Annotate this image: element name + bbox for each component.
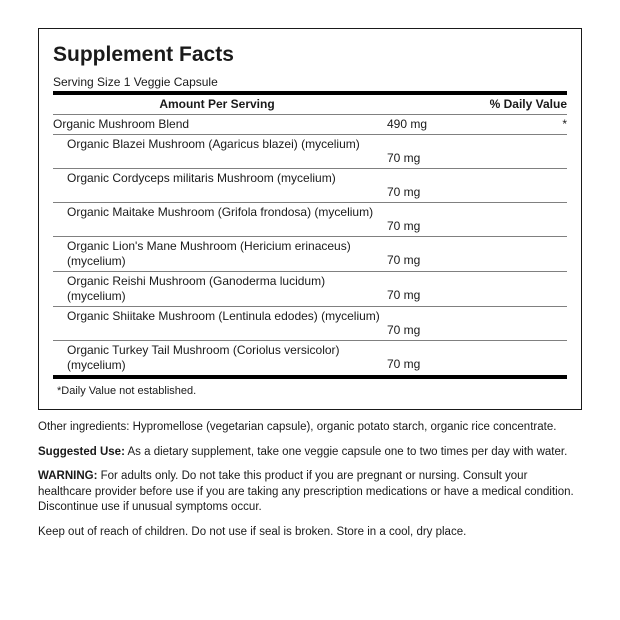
ingredient-amount: 70 mg [387, 239, 477, 269]
warning-label: WARNING: [38, 470, 97, 482]
serving-size: Serving Size 1 Veggie Capsule [53, 75, 567, 89]
ingredient-amount: 70 mg [387, 171, 477, 200]
ingredient-row: Organic Reishi Mushroom (Ganoderma lucid… [53, 272, 567, 306]
ingredient-amount: 70 mg [387, 274, 477, 304]
warning-text: For adults only. Do not take this produc… [38, 470, 574, 513]
ingredient-row: Organic Turkey Tail Mushroom (Coriolus v… [53, 341, 567, 375]
suggested-text: As a dietary supplement, take one veggie… [125, 446, 567, 458]
header-row: Amount Per Serving % Daily Value [53, 95, 567, 114]
ingredient-amount: 70 mg [387, 137, 477, 166]
blend-row: Organic Mushroom Blend 490 mg * [53, 115, 567, 134]
panel-title: Supplement Facts [53, 43, 567, 67]
ingredient-amount: 70 mg [387, 205, 477, 234]
ingredient-list: Organic Blazei Mushroom (Agaricus blazei… [53, 134, 567, 375]
ingredient-name: Organic Cordyceps militaris Mushroom (my… [53, 171, 387, 200]
storage-text: Keep out of reach of children. Do not us… [38, 525, 582, 541]
ingredient-name: Organic Blazei Mushroom (Agaricus blazei… [53, 137, 387, 166]
ingredient-name: Organic Maitake Mushroom (Grifola frondo… [53, 205, 387, 234]
header-dv: % Daily Value [477, 97, 567, 112]
blend-dv: * [477, 117, 567, 132]
other-ingredients: Other ingredients: Hypromellose (vegetar… [38, 420, 582, 540]
ingredient-name: Organic Reishi Mushroom (Ganoderma lucid… [53, 274, 387, 304]
dv-footnote: *Daily Value not established. [53, 379, 567, 399]
ingredient-row: Organic Maitake Mushroom (Grifola frondo… [53, 203, 567, 236]
ingredient-row: Organic Blazei Mushroom (Agaricus blazei… [53, 135, 567, 168]
ingredient-row: Organic Lion's Mane Mushroom (Hericium e… [53, 237, 567, 271]
ingredient-amount: 70 mg [387, 309, 477, 338]
blend-name: Organic Mushroom Blend [53, 117, 387, 132]
ingredient-row: Organic Cordyceps militaris Mushroom (my… [53, 169, 567, 202]
facts-panel: Supplement Facts Serving Size 1 Veggie C… [38, 28, 582, 410]
ingredient-name: Organic Turkey Tail Mushroom (Coriolus v… [53, 343, 387, 373]
blend-amount: 490 mg [387, 117, 477, 132]
ingredient-name: Organic Lion's Mane Mushroom (Hericium e… [53, 239, 387, 269]
ingredient-name: Organic Shiitake Mushroom (Lentinula edo… [53, 309, 387, 338]
suggested-label: Suggested Use: [38, 446, 125, 458]
header-amount: Amount Per Serving [53, 97, 387, 112]
other-text: Other ingredients: Hypromellose (vegetar… [38, 421, 556, 433]
ingredient-amount: 70 mg [387, 343, 477, 373]
ingredient-row: Organic Shiitake Mushroom (Lentinula edo… [53, 307, 567, 340]
